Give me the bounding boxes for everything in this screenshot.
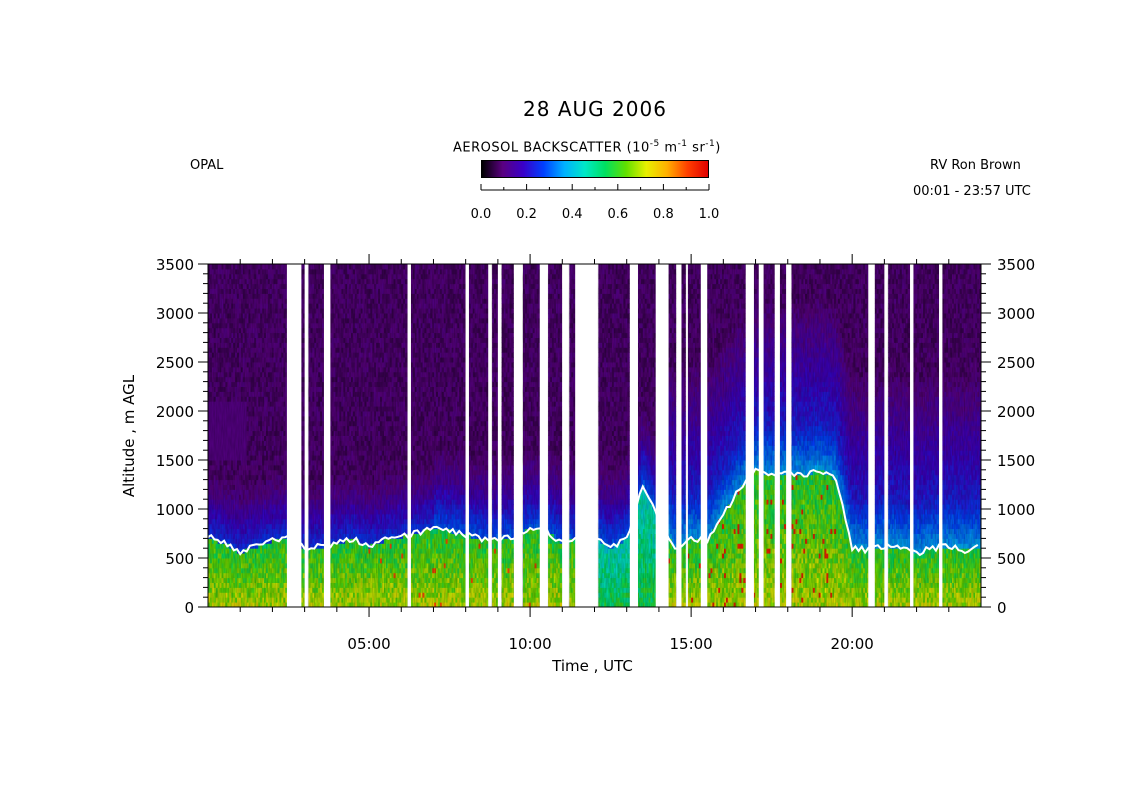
colorbar-title: AEROSOL BACKSCATTER (10-5 m-1 sr-1) <box>453 139 721 155</box>
colorbar <box>481 160 709 178</box>
colorbar-title-mid: m <box>660 140 678 155</box>
heatmap-layer <box>208 264 981 607</box>
time-range-label: 00:01 - 23:57 UTC <box>913 184 1031 199</box>
chart-title: 28 AUG 2006 <box>0 97 1123 121</box>
colorbar-title-main: AEROSOL BACKSCATTER (10 <box>453 140 650 155</box>
colorbar-title-mid2: sr <box>688 140 706 155</box>
ship-label: RV Ron Brown <box>930 158 1021 173</box>
colorbar-title-end: ) <box>715 140 721 155</box>
colorbar-title-exp3: -1 <box>705 139 715 149</box>
colorbar-title-exp1: -5 <box>650 139 660 149</box>
site-label: OPAL <box>190 158 223 173</box>
colorbar-title-exp2: -1 <box>678 139 688 149</box>
